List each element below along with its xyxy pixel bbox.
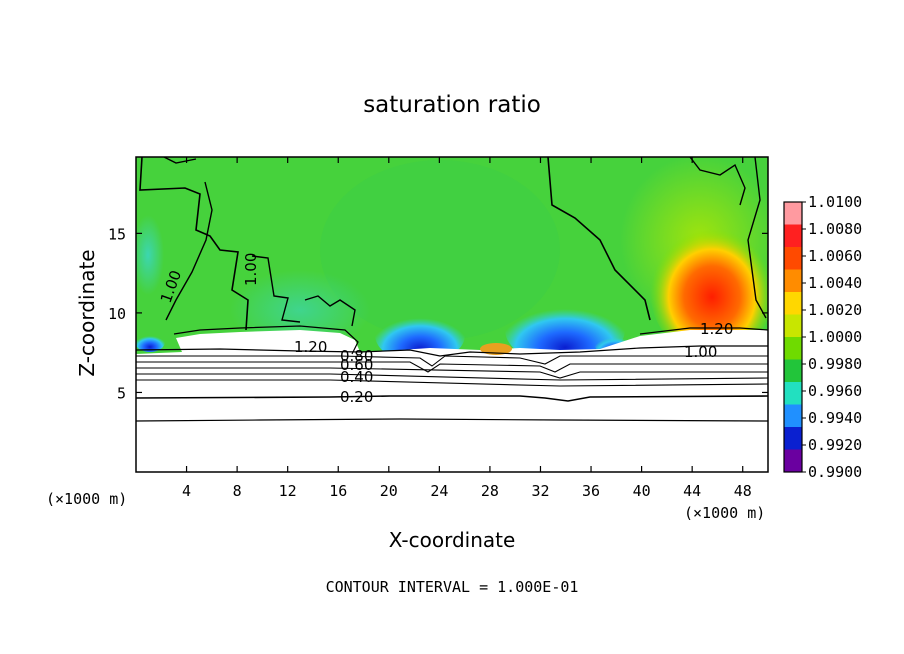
contour-line [136, 345, 768, 357]
moist-region [320, 160, 560, 340]
colorbar-tick-label: 0.9940 [808, 409, 862, 427]
contour-label: 0.20 [340, 388, 373, 406]
colorbar-tick-label: 0.9980 [808, 355, 862, 373]
contour-line [173, 325, 359, 355]
contour-label: 0.60 [340, 356, 373, 374]
contour-line [639, 327, 768, 335]
contour-line [136, 379, 768, 387]
colorbar-tick-label: 1.0040 [808, 274, 862, 292]
contour-line [163, 157, 197, 164]
colorbar-swatch [784, 404, 802, 428]
x-tick-label: 20 [380, 482, 398, 500]
cloud-free-layer [136, 330, 768, 472]
contour-label: 1.20 [700, 320, 733, 338]
contour-line [136, 418, 768, 422]
colorbar-swatch [784, 359, 802, 383]
colorbar-tick-label: 1.0080 [808, 220, 862, 238]
colorbar-tick-label: 0.9960 [808, 382, 862, 400]
colorbar-swatch [784, 247, 802, 270]
contour-line [165, 181, 213, 321]
colorbar-tick-label: 1.0000 [808, 328, 862, 346]
x-tick-label: 4 [182, 482, 191, 500]
x-tick-label: 12 [279, 482, 297, 500]
colorbar-swatch [784, 382, 802, 405]
x-tick-label: 24 [430, 482, 448, 500]
dry-region [136, 332, 165, 352]
x-axis-label: X-coordinate [389, 528, 516, 552]
dry-region [505, 295, 625, 365]
supersat-region [650, 222, 768, 358]
contour-line [747, 157, 767, 319]
x-tick-label: 32 [531, 482, 549, 500]
contour-line [136, 367, 768, 379]
colorbar-swatch [784, 314, 802, 338]
contour-line [689, 157, 746, 206]
contour-label: 1.20 [294, 338, 327, 356]
moist-region [136, 215, 164, 295]
x-tick-label: 28 [481, 482, 499, 500]
contour-line [136, 361, 768, 373]
x-unit-label-right: (×1000 m) [684, 504, 765, 522]
colorbar-tick-label: 1.0100 [808, 193, 862, 211]
y-axis-label: Z-coordinate [75, 249, 99, 376]
colorbar-tick-label: 1.0020 [808, 301, 862, 319]
y-tick-label: 5 [117, 384, 126, 402]
colorbar-swatch [784, 224, 802, 248]
colorbar-tick-label: 1.0060 [808, 247, 862, 265]
chart-title: saturation ratio [363, 92, 541, 118]
contour-line [136, 395, 768, 402]
contour-label: 0.80 [340, 347, 373, 365]
y-tick-label: 10 [108, 305, 126, 323]
x-tick-label: 8 [233, 482, 242, 500]
y-tick-label: 15 [108, 225, 126, 243]
cloud-patch [480, 343, 512, 355]
colorbar-swatch [784, 202, 802, 225]
colorbar-swatch [784, 449, 802, 473]
contour-line [136, 373, 768, 381]
colorbar-swatch [784, 427, 802, 450]
contour-label: 1.00 [684, 343, 717, 361]
colorbar-tick-label: 0.9900 [808, 463, 862, 481]
y-axis: 5 10 15 [108, 225, 768, 402]
x-tick-label: 40 [633, 482, 651, 500]
colorbar-swatch [784, 269, 802, 293]
contour-line [547, 157, 651, 321]
x-tick-label: 36 [582, 482, 600, 500]
dry-region [230, 270, 370, 350]
contour-label: 1.00 [242, 253, 260, 286]
colorbar-tick-label: 0.9920 [808, 436, 862, 454]
plot-frame [135, 156, 769, 473]
contour-line [304, 295, 356, 327]
x-tick-label: 44 [683, 482, 701, 500]
contour-line [136, 355, 768, 367]
colorbar: 1.0100 1.0080 1.0060 1.0040 1.0020 1.0000 0.99… [783, 193, 862, 481]
contour-line [251, 255, 301, 323]
x-tick-label: 48 [734, 482, 752, 500]
x-axis: 4 8 12 16 20 24 28 32 36 40 44 48 [182, 157, 752, 500]
contour-interval-note: CONTOUR INTERVAL = 1.000E-01 [326, 578, 579, 596]
contour-line [139, 157, 249, 331]
contour-label: 0.40 [340, 368, 373, 386]
colorbar-swatch [784, 292, 802, 315]
colorbar-swatch [784, 337, 802, 360]
x-tick-label: 16 [329, 482, 347, 500]
heatmap-field [136, 157, 768, 472]
x-unit-label-left: (×1000 m) [46, 490, 127, 508]
